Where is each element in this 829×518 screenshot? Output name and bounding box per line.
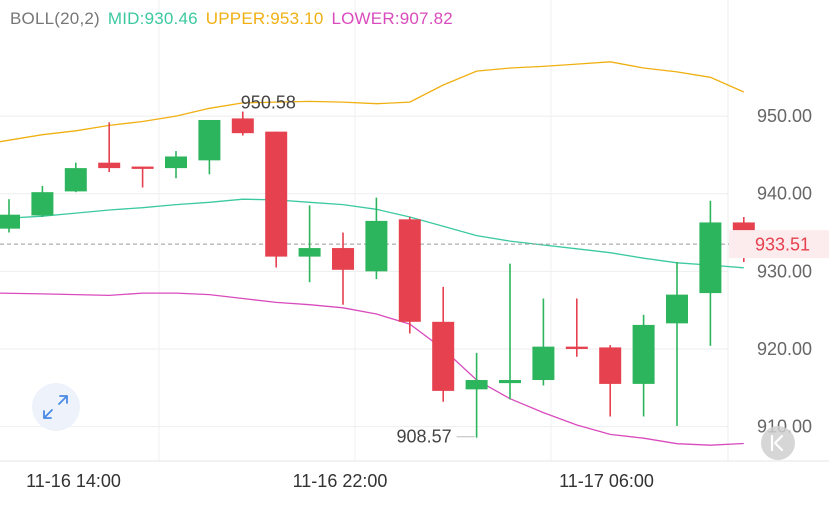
y-tick-label: 950.00: [757, 106, 812, 126]
buttons-layer: [32, 383, 795, 460]
candle-body-down: [432, 321, 455, 391]
candle-body-up: [198, 119, 221, 161]
low-price-label: 908.57: [397, 427, 452, 447]
expand-button-bg: [32, 383, 80, 431]
candle-body-down: [231, 118, 254, 134]
candle-body-up: [499, 380, 521, 384]
x-axis: 11-16 14:00 11-16 22:00 11-17 06:00: [26, 471, 654, 491]
expand-icon[interactable]: [32, 383, 80, 431]
scroll-latest-glyph: [770, 434, 784, 452]
candle-body-down: [131, 166, 154, 169]
candle-body-up: [31, 192, 54, 216]
candle-body-down: [398, 219, 421, 322]
candle-body-up: [64, 168, 87, 192]
y-tick-label: 930.00: [757, 261, 812, 281]
grid-layer: [0, 0, 829, 462]
boll-upper-value: UPPER:953.10: [205, 9, 324, 28]
scroll-latest-bg: [761, 426, 795, 460]
y-tick-label: 940.00: [757, 184, 812, 204]
candle-body-up: [365, 220, 388, 272]
x-tick-label: 11-17 06:00: [559, 471, 654, 491]
boll-upper-line: [0, 61, 745, 143]
candle-body-up: [298, 248, 321, 257]
candle-body-up: [532, 346, 555, 381]
expand-arrows: [43, 395, 68, 419]
boll-mid-value: MID:930.46: [107, 9, 198, 28]
candle-body-up: [465, 380, 488, 390]
boll-legend: BOLL(20,2) MID:930.46 UPPER:953.10 LOWER:90…: [10, 9, 461, 29]
x-tick-label: 11-16 22:00: [293, 471, 388, 491]
boll-indicator-name: BOLL(20,2): [10, 9, 100, 28]
boll-lower-value: LOWER:907.82: [331, 9, 453, 28]
high-price-label: 950.58: [241, 93, 296, 113]
candle-body-down: [565, 346, 588, 349]
candle-body-down: [599, 347, 622, 384]
candle-body-down: [332, 248, 354, 270]
annotation-layer: 950.58 908.57: [241, 93, 475, 447]
x-tick-label: 11-16 14:00: [26, 471, 121, 491]
candle-body-up: [0, 214, 20, 229]
candle-body-up: [699, 222, 722, 294]
y-tick-label: 920.00: [757, 339, 812, 359]
candles-layer: [0, 111, 755, 438]
candle-body-down: [98, 162, 121, 169]
bottom-bar: [0, 500, 829, 513]
current-price-tag: [729, 230, 829, 259]
candle-body-down: [265, 131, 288, 257]
scroll-to-latest-icon[interactable]: [761, 426, 795, 460]
candle-body-up: [165, 156, 187, 169]
current-price-label: 933.51: [755, 235, 810, 255]
candle-body-up: [632, 324, 655, 384]
boll-lower-line: [0, 292, 744, 446]
candle-body-up: [666, 294, 688, 324]
